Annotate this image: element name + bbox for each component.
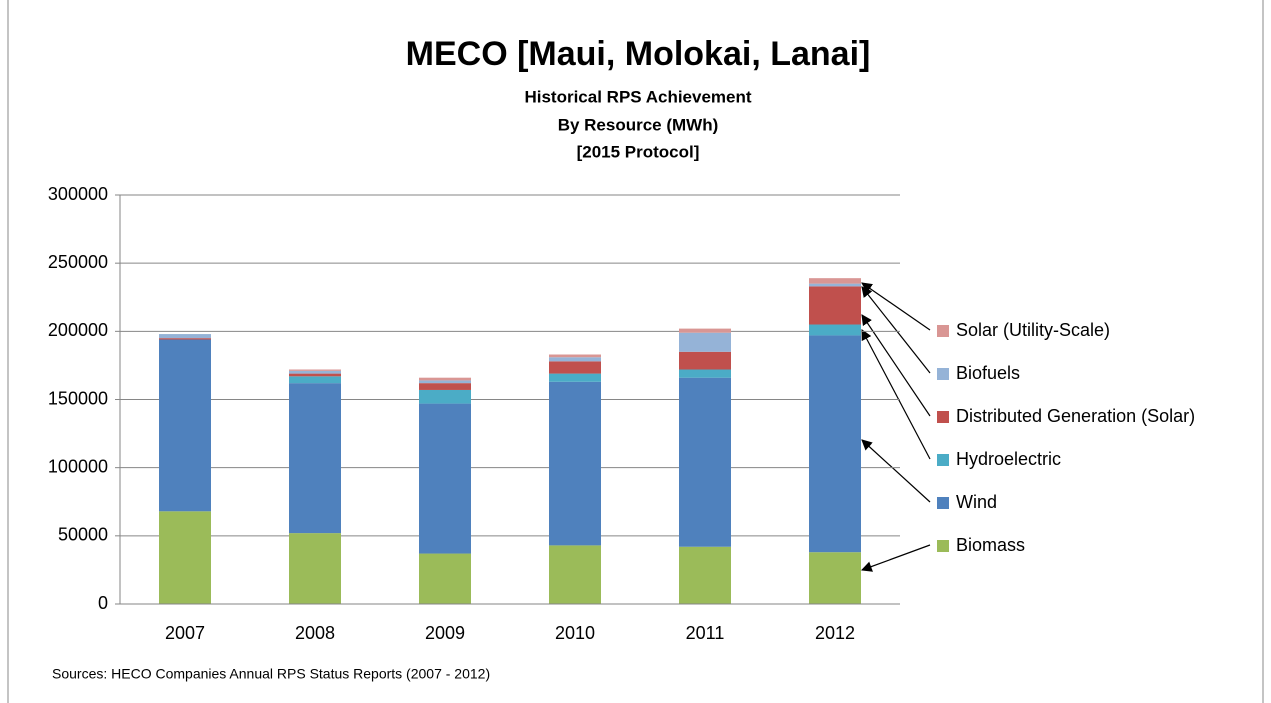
subtitle: By Resource (MWh) — [558, 115, 719, 134]
bar-segment — [549, 381, 601, 546]
y-tick-label: 250000 — [48, 252, 108, 272]
y-tick-label: 300000 — [48, 184, 108, 204]
legend-label: Biomass — [956, 535, 1025, 555]
legend-swatch — [937, 454, 949, 466]
subtitle: [2015 Protocol] — [577, 142, 700, 161]
bar-segment — [419, 383, 471, 390]
bar-segment — [679, 351, 731, 370]
bar-segment — [159, 511, 211, 604]
bar-segment — [419, 403, 471, 554]
x-tick-label: 2008 — [295, 623, 335, 643]
y-tick-label: 100000 — [48, 456, 108, 476]
y-tick-label: 0 — [98, 593, 108, 613]
bar-segment — [679, 377, 731, 547]
x-tick-label: 2010 — [555, 623, 595, 643]
legend-label: Solar (Utility-Scale) — [956, 320, 1110, 340]
bar-segment — [549, 373, 601, 382]
bar-segment — [679, 328, 731, 333]
bar-segment — [809, 278, 861, 284]
legend-swatch — [937, 325, 949, 337]
x-tick-label: 2012 — [815, 623, 855, 643]
bar-segment — [419, 389, 471, 404]
bar-segment — [289, 369, 341, 371]
bar-segment — [679, 332, 731, 352]
bar-segment — [679, 546, 731, 604]
bar-segment — [809, 324, 861, 336]
bar-segment — [289, 533, 341, 604]
source-note: Sources: HECO Companies Annual RPS Statu… — [52, 666, 490, 682]
bar-segment — [549, 357, 601, 362]
annotation-arrows — [860, 282, 931, 572]
legend-label: Hydroelectric — [956, 449, 1061, 469]
x-tick-label: 2011 — [686, 623, 725, 643]
y-tick-label: 200000 — [48, 320, 108, 340]
bar-segment — [289, 376, 341, 384]
bar-segment — [289, 370, 341, 374]
y-tick-label: 150000 — [48, 388, 108, 408]
legend-swatch — [937, 368, 949, 380]
chart-title: MECO [Maui, Molokai, Lanai] — [406, 35, 871, 73]
bar-segment — [809, 286, 861, 325]
x-tick-label: 2009 — [425, 623, 465, 643]
legend-label: Biofuels — [956, 363, 1020, 383]
bar-segment — [549, 354, 601, 358]
bar-segment — [419, 380, 471, 384]
bar-segment — [549, 361, 601, 374]
legend-label: Distributed Generation (Solar) — [956, 406, 1195, 426]
bar-segment — [419, 553, 471, 604]
bar-segment — [419, 377, 471, 381]
bar-segment — [289, 373, 341, 377]
legend-swatch — [937, 497, 949, 509]
legend-swatch — [937, 540, 949, 552]
bar-segment — [159, 339, 211, 512]
legend-swatch — [937, 411, 949, 423]
bar-segment — [159, 334, 211, 339]
legend-label: Wind — [956, 492, 997, 512]
bar-segment — [809, 283, 861, 287]
bar-segment — [679, 369, 731, 378]
x-tick-label: 2007 — [165, 623, 205, 643]
bar-segment — [289, 383, 341, 534]
bar-segment — [549, 545, 601, 604]
bar-segment — [809, 335, 861, 553]
y-tick-label: 50000 — [58, 525, 108, 545]
bar-segment — [159, 338, 211, 340]
bar-segment — [809, 552, 861, 604]
subtitle: Historical RPS Achievement — [524, 87, 751, 106]
